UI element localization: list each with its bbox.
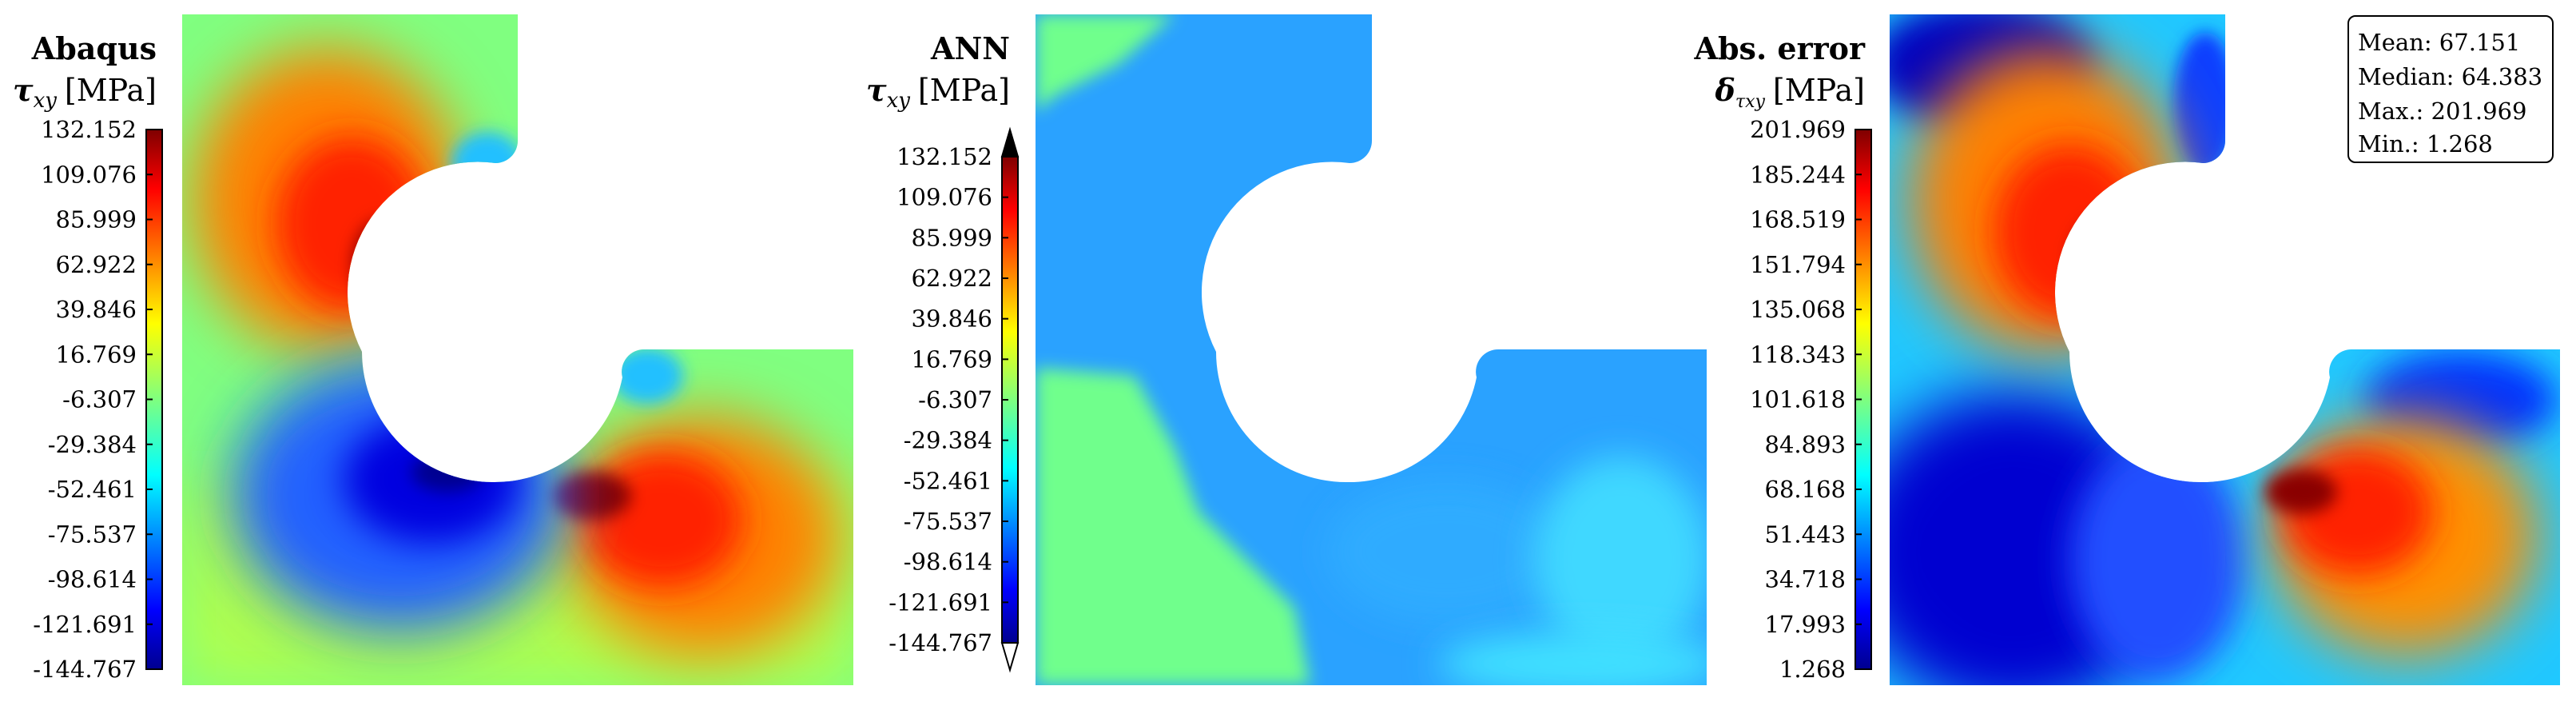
colorbar-tick-label: -75.537 [48,521,137,548]
colorbar-tick-label: 16.769 [56,341,137,368]
abaqus-quantity-label: τxy [MPa] [13,72,157,113]
colorbar-tick-label: 168.519 [1750,206,1846,233]
colorbar-tick-label: 101.618 [1750,386,1846,413]
colorbar-tick-label: -6.307 [918,386,992,413]
colorbar-tick-label: 51.443 [1765,521,1846,548]
colorbar-tick-label: -121.691 [33,611,137,638]
colorbar-tick-label: 39.846 [912,305,992,333]
colorbar-tick-label: -52.461 [48,476,137,503]
colorbar-tick-label: -98.614 [904,548,992,576]
colorbar-tick-label: -121.691 [888,588,992,616]
colorbar-tick-label: -29.384 [904,427,992,454]
stats-max: Max.: 201.969 [2358,98,2526,125]
colorbar-tick-label: 39.846 [56,296,137,323]
colorbar-tick-label: 109.076 [41,161,137,188]
colorbar-tick-label: 135.068 [1750,296,1846,323]
colorbar-tick-label: 62.922 [912,265,992,292]
colorbar-tick-label: 132.152 [896,143,992,170]
colorbar-tick-label: 17.993 [1765,611,1846,638]
stats-min: Min.: 1.268 [2358,130,2493,158]
colorbar-tick-label: -98.614 [48,566,137,593]
colorbar-tick-label: 132.152 [41,116,137,143]
error-title: Abs. error [1694,30,1866,66]
colorbar-tick-label: 201.969 [1750,116,1846,143]
colorbar-tick-label: -144.767 [33,656,137,683]
error-colorbar-ticks: 201.969 185.244 168.519 151.794 135.068 118.3… [1750,116,1862,683]
colorbar-tick-label: 62.922 [56,251,137,278]
colorbar-tick-label: -52.461 [904,467,992,494]
colorbar-tick-label: 85.999 [912,224,992,251]
colorbar-tick-label: -75.537 [904,508,992,535]
colorbar-tick-label: 118.343 [1750,341,1846,368]
colorbar-tick-label: 109.076 [896,184,992,211]
colorbar-tick-label: -144.767 [888,629,992,656]
colorbar-tick-label: 1.268 [1779,656,1846,683]
ann-colorbar-ticks: 132.152 109.076 85.999 62.922 39.846 16.769 -6… [888,143,1008,656]
colorbar-tick-label: 68.168 [1765,476,1846,503]
colorbar-max-extend-arrow [1000,126,1020,158]
error-quantity-label: δτxy [MPa] [1715,72,1865,112]
ann-contour-field [1036,14,1707,685]
colorbar-tick-label: 16.769 [912,345,992,373]
ann-title: ANN [930,30,1010,66]
ann-quantity-label: τxy [MPa] [866,72,1010,113]
colorbar-tick-label: 34.718 [1765,566,1846,593]
stats-mean: Mean: 67.151 [2358,29,2520,56]
abaqus-contour-field [182,14,853,685]
colorbar-tick-label: -29.384 [48,431,137,458]
colorbar-tick-label: -6.307 [62,386,137,413]
abaqus-title: Abaqus [31,30,157,66]
error-stats-box: Mean: 67.151 Median: 64.383 Max.: 201.96… [2347,15,2554,163]
colorbar-tick-label: 85.999 [56,206,137,233]
abaqus-colorbar-ticks: 132.152 109.076 85.999 62.922 39.846 16.769 -6… [33,116,153,683]
colorbar-tick-label: 84.893 [1765,431,1846,458]
colorbar-tick-label: 185.244 [1750,161,1846,188]
colorbar-min-extend-arrow [1000,642,1020,673]
stats-median: Median: 64.383 [2358,63,2542,90]
colorbar-tick-label: 151.794 [1750,251,1846,278]
